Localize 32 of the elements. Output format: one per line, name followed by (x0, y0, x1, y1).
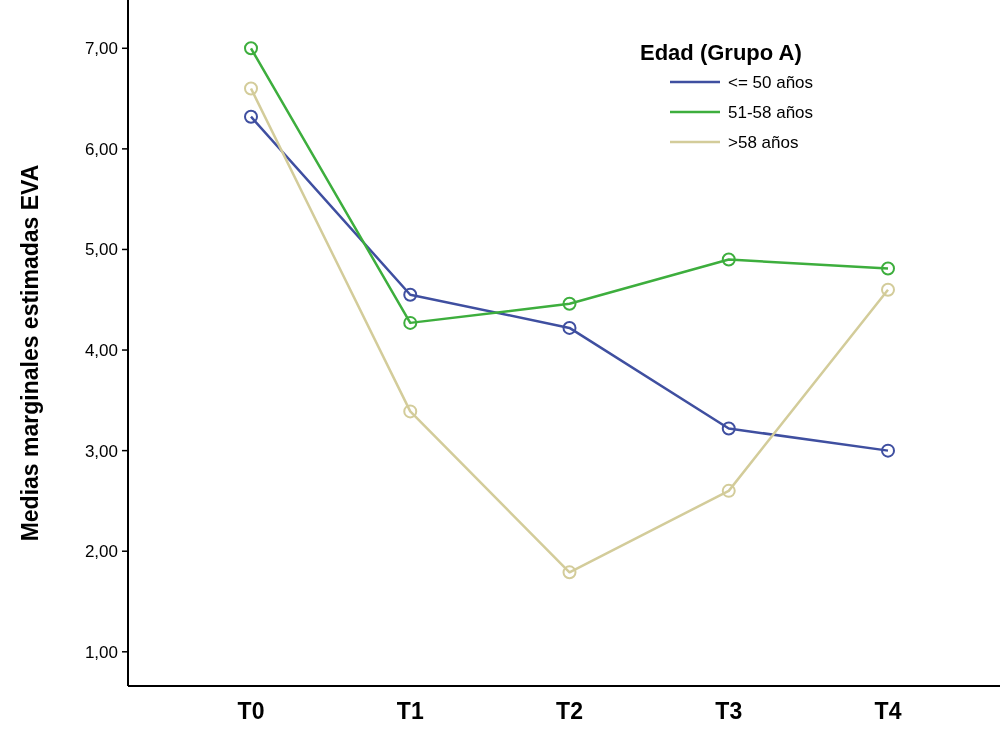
point (721, 483, 736, 498)
y-tick-label: 6,00 (84, 139, 118, 159)
x-tick-label: T4 (874, 698, 902, 724)
y-tick-label: 4,00 (84, 340, 118, 360)
point (244, 109, 258, 124)
point (244, 41, 258, 56)
x-tick-label: T2 (556, 698, 583, 724)
legend-title: Edad (Grupo A) (640, 40, 802, 65)
point (244, 81, 258, 96)
point (881, 261, 895, 276)
y-tick-label: 3,00 (84, 441, 118, 461)
y-tick-label: 5,00 (84, 240, 118, 260)
legend-label: >58 años (728, 132, 799, 152)
point (562, 320, 577, 335)
point (403, 404, 418, 419)
legend-label: <= 50 años (728, 72, 814, 92)
point (721, 252, 736, 267)
x-tick-label: T1 (396, 698, 424, 724)
point (881, 443, 895, 458)
x-tick-label: T3 (715, 698, 743, 724)
y-tick-label: 1,00 (84, 642, 118, 662)
legend-label: 51-58 años (728, 102, 814, 122)
x-tick-label: T0 (237, 698, 265, 724)
point (721, 421, 736, 436)
point (403, 287, 418, 302)
point (403, 315, 418, 330)
y-axis-title: Medias marginales estimadas EVA (17, 164, 43, 542)
point (881, 282, 895, 297)
point (562, 296, 577, 311)
point (562, 565, 577, 580)
y-tick-label: 2,00 (84, 542, 118, 562)
y-tick-label: 7,00 (84, 39, 118, 59)
